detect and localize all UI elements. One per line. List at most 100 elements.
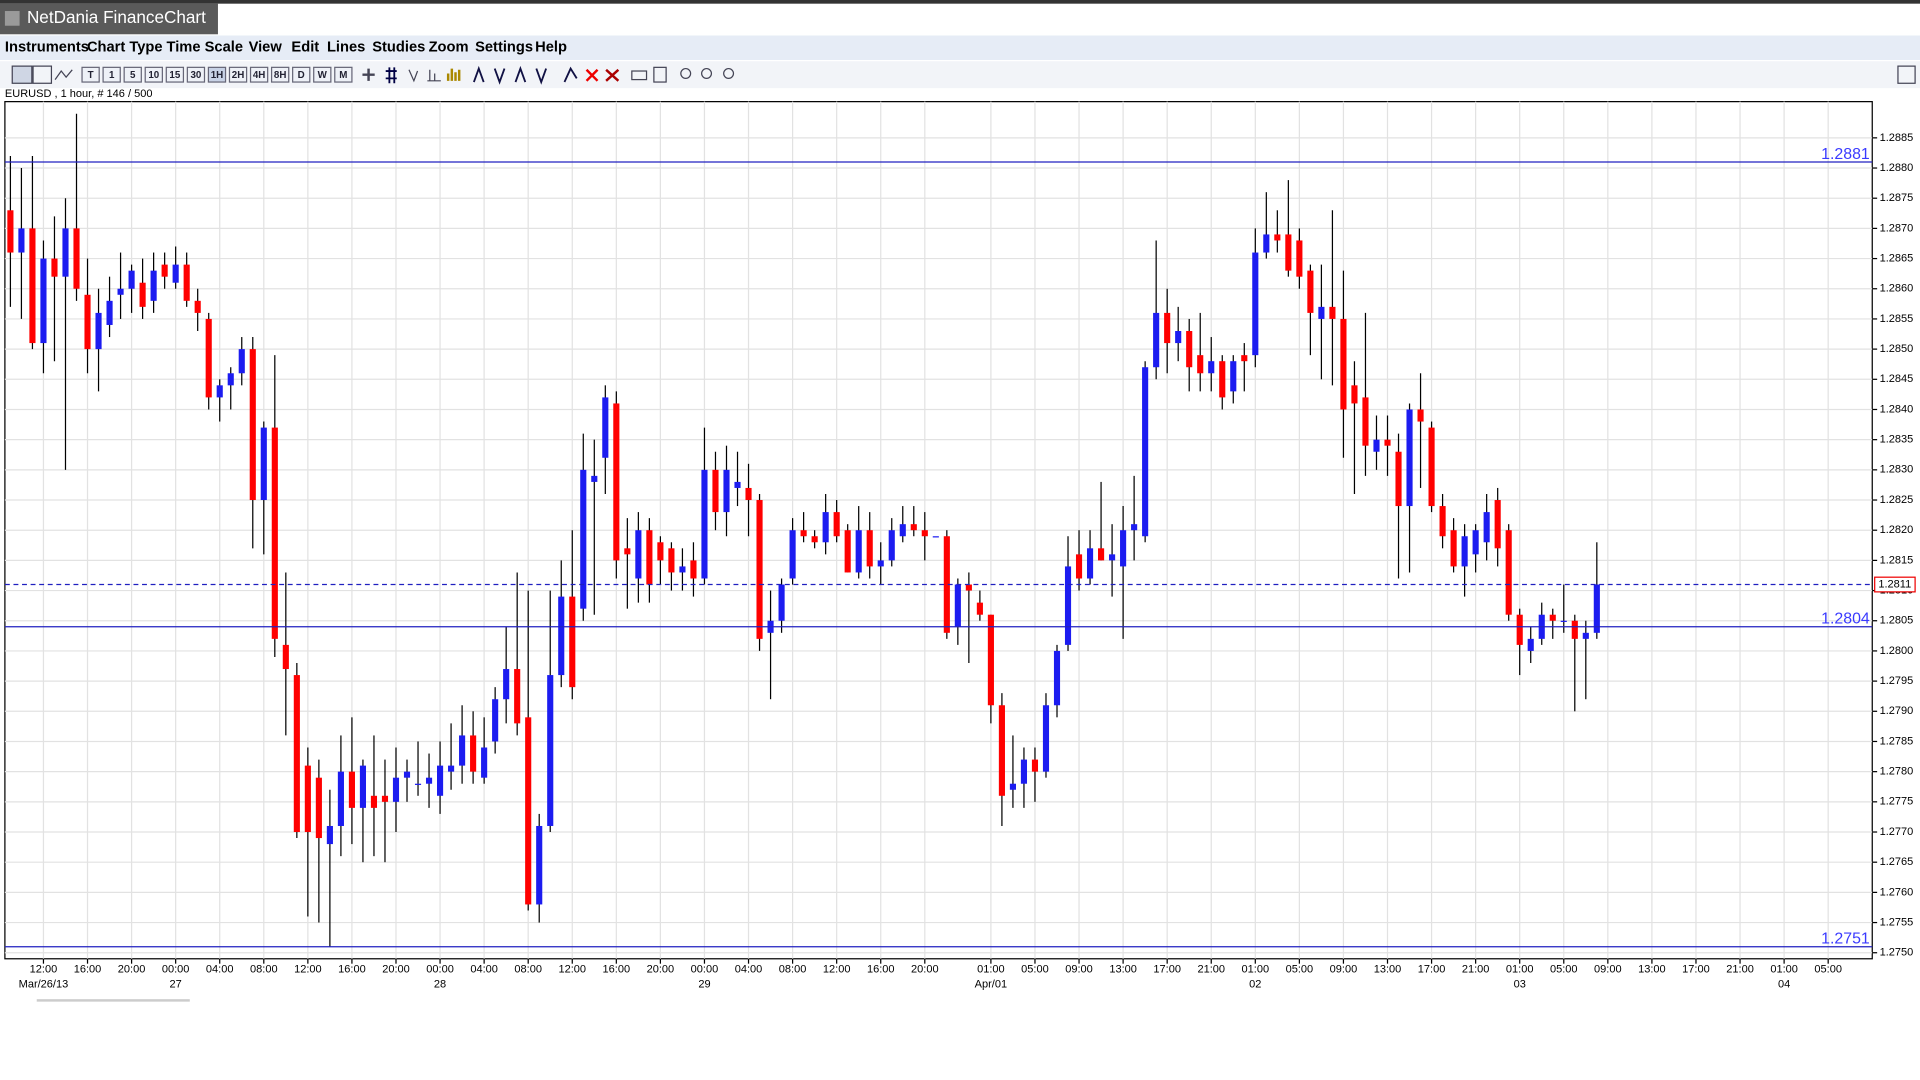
period-label: 5 xyxy=(130,70,136,81)
candle-body xyxy=(833,512,840,537)
period-button[interactable] xyxy=(81,66,100,83)
y-tick-label: 1.2870 xyxy=(1880,222,1914,234)
x-tick-label: 17:00 xyxy=(1418,964,1446,976)
icon[interactable] xyxy=(11,65,33,84)
candle-body xyxy=(503,669,510,700)
date-label: 27 xyxy=(170,978,182,990)
period-button[interactable] xyxy=(313,66,332,83)
period-button[interactable] xyxy=(207,66,227,83)
candle-body xyxy=(547,675,554,826)
y-tick-label: 1.2850 xyxy=(1880,343,1914,355)
x-tick-label: 20:00 xyxy=(911,964,939,976)
period-button[interactable] xyxy=(249,66,269,83)
x-tick-label: 04:00 xyxy=(470,964,498,976)
candle-body xyxy=(1197,355,1204,374)
period-button[interactable] xyxy=(334,66,353,83)
candle-body xyxy=(1219,361,1226,398)
icon[interactable] xyxy=(385,67,397,84)
icon[interactable] xyxy=(32,65,53,84)
menu-item[interactable]: Zoom xyxy=(429,40,469,56)
icon[interactable] xyxy=(680,67,692,79)
menu-item[interactable]: Help xyxy=(535,40,567,56)
x-tick-label: 13:00 xyxy=(1109,964,1137,976)
menu-item[interactable]: Chart Type xyxy=(87,40,163,56)
icon[interactable] xyxy=(585,68,599,82)
period-buttons: T 1 5 10 15 30 1H 2H 4H 8H D W M xyxy=(81,66,353,83)
x-tick-label: 17:00 xyxy=(1682,964,1710,976)
menu-item[interactable]: Lines xyxy=(327,40,365,56)
icon[interactable] xyxy=(427,69,441,82)
icon[interactable] xyxy=(563,66,578,83)
candle-body xyxy=(1362,397,1369,446)
period-button[interactable] xyxy=(228,66,248,83)
period-button[interactable] xyxy=(165,66,185,83)
icon[interactable] xyxy=(631,70,648,81)
candle-body xyxy=(811,536,818,543)
title-tab xyxy=(0,3,218,35)
line-label: 1.2881 xyxy=(1821,146,1870,163)
menu-item[interactable]: Edit xyxy=(291,40,319,56)
menu-item[interactable]: Instruments xyxy=(5,40,89,56)
y-tick-label: 1.2775 xyxy=(1880,796,1914,808)
x-tick-label: 17:00 xyxy=(1153,964,1181,976)
candle-body xyxy=(1494,500,1501,549)
last-price-box xyxy=(1874,576,1916,593)
date-label: Mar/26/13 xyxy=(19,978,69,990)
candle-body xyxy=(613,403,620,561)
candle-body xyxy=(1098,548,1105,561)
candle-body xyxy=(216,385,223,398)
period-button[interactable] xyxy=(102,66,121,83)
icon[interactable] xyxy=(473,65,547,85)
candle-body xyxy=(1516,614,1523,645)
y-tick-label: 1.2790 xyxy=(1880,705,1914,717)
x-tick-label: 01:00 xyxy=(1506,964,1534,976)
y-tick-label: 1.2875 xyxy=(1880,192,1914,204)
app-icon xyxy=(4,11,20,26)
candle-body xyxy=(1329,306,1336,319)
menu-item[interactable]: Settings xyxy=(475,40,533,56)
x-tick-label: 12:00 xyxy=(823,964,851,976)
period-button[interactable] xyxy=(186,66,206,83)
candle-body xyxy=(679,566,686,573)
x-tick-label: 12:00 xyxy=(294,964,322,976)
date-label: 04 xyxy=(1778,978,1790,990)
candle-body xyxy=(1131,524,1138,531)
menu-item[interactable]: Studies xyxy=(372,40,425,56)
candle-body xyxy=(1505,530,1512,615)
period-button[interactable] xyxy=(292,66,311,83)
x-tick-label: 05:00 xyxy=(1286,964,1314,976)
candle-body xyxy=(18,228,25,253)
candle-body xyxy=(954,584,961,627)
candle-body xyxy=(1527,638,1534,651)
icon[interactable] xyxy=(653,66,667,83)
period-button[interactable] xyxy=(144,66,163,83)
y-tick-label: 1.2765 xyxy=(1880,856,1914,868)
candle-body xyxy=(73,228,80,289)
menu-item[interactable]: Time Scale xyxy=(167,40,243,56)
candle-body xyxy=(205,318,212,398)
candle-body xyxy=(249,349,256,501)
icon[interactable] xyxy=(605,68,620,82)
icon[interactable] xyxy=(54,69,73,80)
candle-body xyxy=(998,705,1005,796)
icon[interactable] xyxy=(723,67,735,79)
candle-body xyxy=(921,530,928,537)
x-tick-label: 12:00 xyxy=(558,964,586,976)
icon[interactable] xyxy=(1897,65,1916,84)
candle-body xyxy=(1417,409,1424,422)
candle-body xyxy=(304,765,311,833)
period-button[interactable] xyxy=(123,66,142,83)
icon[interactable] xyxy=(408,69,419,83)
candle-body xyxy=(95,312,102,350)
menu-item[interactable]: View xyxy=(249,40,283,56)
icon[interactable] xyxy=(701,67,713,79)
candle-body xyxy=(734,481,741,488)
candle-body xyxy=(668,548,675,573)
candle-body xyxy=(525,717,532,905)
candle-body xyxy=(580,469,587,609)
candle-body xyxy=(271,427,278,639)
y-tick-label: 1.2795 xyxy=(1880,675,1914,687)
icon[interactable] xyxy=(362,68,375,81)
period-button[interactable] xyxy=(270,66,290,83)
icon[interactable] xyxy=(446,68,461,81)
